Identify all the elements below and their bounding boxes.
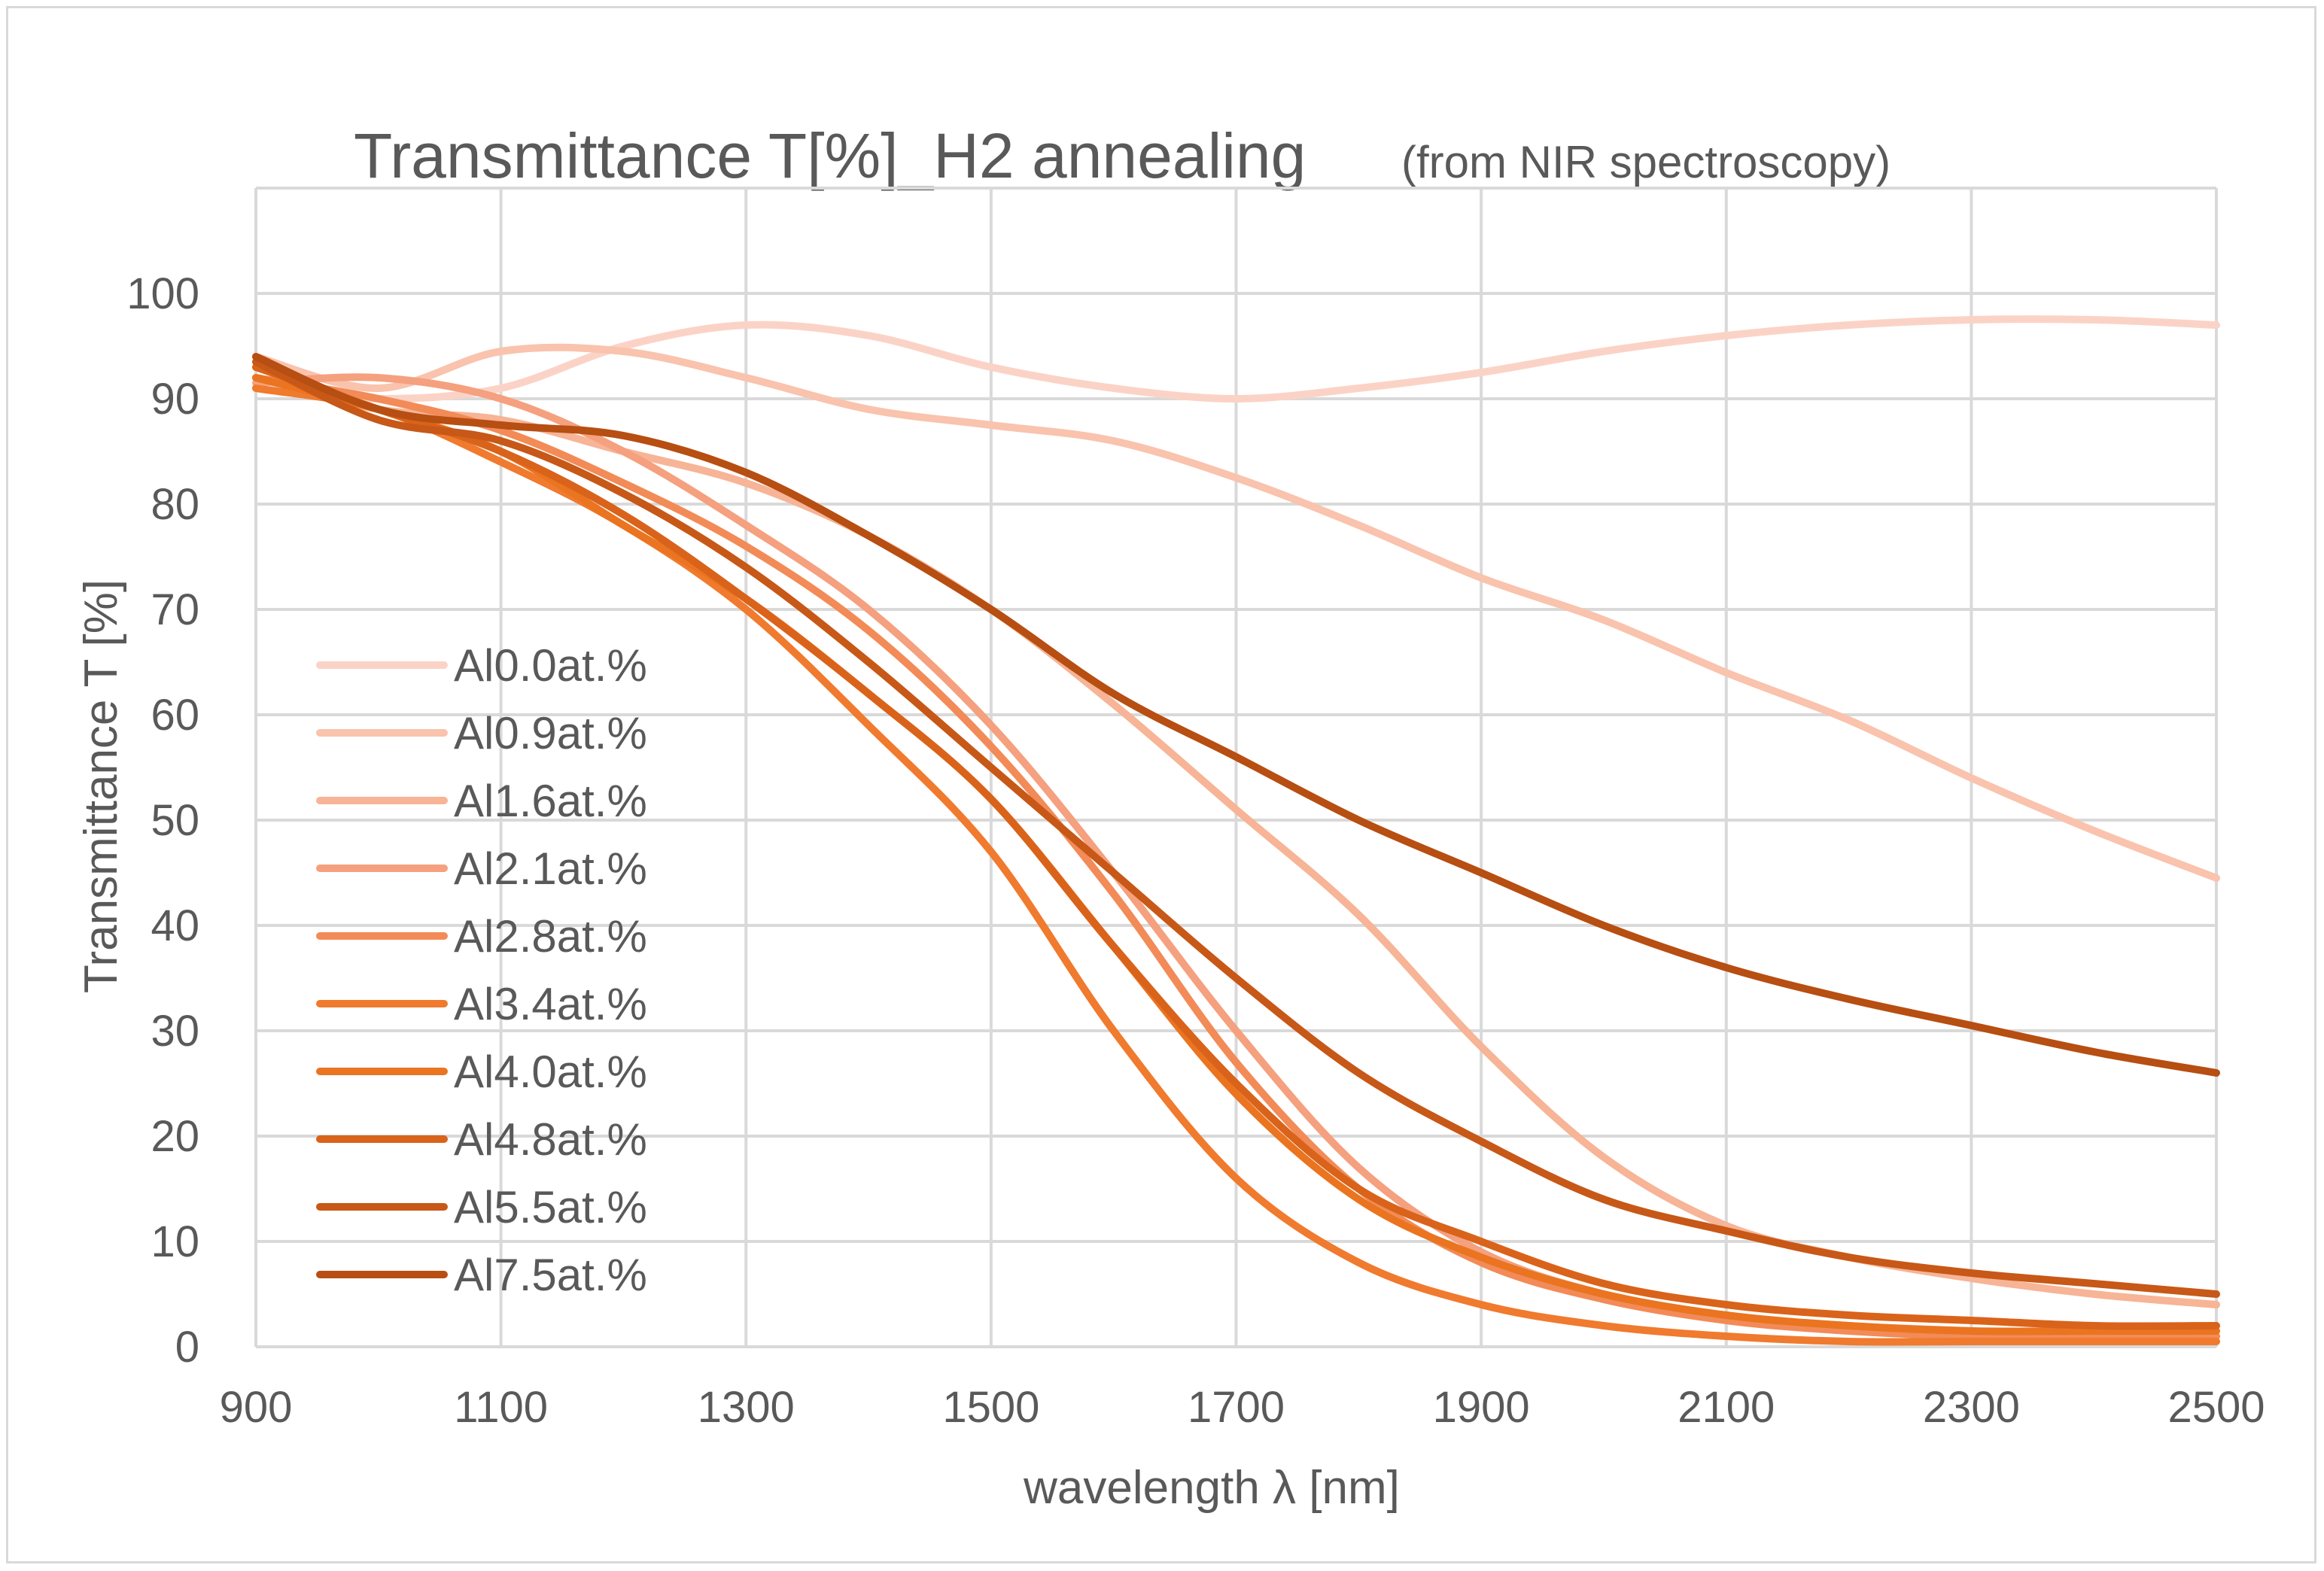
y-axis-ticks: 0 10 20 30 40 50 60 70 80 90 100 <box>126 269 199 1372</box>
y-tick-label: 40 <box>151 901 199 950</box>
x-tick-label: 1700 <box>1188 1383 1285 1432</box>
series-lines <box>252 315 2220 1346</box>
y-tick-label: 30 <box>151 1007 199 1056</box>
legend-label: Al4.0at.% <box>454 1047 647 1097</box>
legend-label: Al2.8at.% <box>454 911 647 962</box>
series-line-9 <box>252 358 2220 1298</box>
y-tick-label: 10 <box>151 1217 199 1266</box>
y-tick-label: 50 <box>151 796 199 845</box>
legend-label: Al0.9at.% <box>454 708 647 758</box>
x-tick-label: 2300 <box>1923 1383 2020 1432</box>
legend-label: Al2.1at.% <box>454 843 647 894</box>
grid <box>254 187 2218 1348</box>
y-tick-label: 60 <box>151 691 199 740</box>
series-line-10 <box>252 353 2220 1077</box>
legend-label: Al1.6at.% <box>454 776 647 826</box>
x-tick-label: 2100 <box>1678 1383 1775 1432</box>
legend-label: Al0.0at.% <box>454 640 647 691</box>
series-line-8 <box>252 363 2220 1330</box>
x-tick-label: 1500 <box>942 1383 1039 1432</box>
x-tick-label: 1900 <box>1433 1383 1530 1432</box>
legend-label: Al3.4at.% <box>454 979 647 1029</box>
x-tick-label: 900 <box>220 1383 293 1432</box>
y-tick-label: 90 <box>151 375 199 424</box>
chart-subtitle: (from NIR spectroscopy) <box>1401 137 1891 187</box>
x-tick-label: 1300 <box>698 1383 795 1432</box>
series-line-2 <box>252 343 2220 882</box>
series-line-7 <box>252 374 2220 1336</box>
x-axis-title: wavelength λ [nm] <box>1023 1462 1400 1514</box>
series-line-1 <box>252 315 2220 403</box>
x-tick-label: 2500 <box>2167 1383 2265 1432</box>
x-tick-label: 1100 <box>454 1383 548 1432</box>
series-line-5 <box>252 374 2220 1341</box>
y-tick-label: 70 <box>151 585 199 634</box>
y-tick-label: 100 <box>126 269 199 318</box>
legend: Al0.0at.% Al0.9at.% Al1.6at.% Al2.1at.% Al2.… <box>316 640 647 1300</box>
y-axis-title: Transmittance T [%] <box>75 579 127 993</box>
legend-label: Al7.5at.% <box>454 1250 647 1300</box>
y-tick-label: 80 <box>151 480 199 529</box>
y-tick-label: 20 <box>151 1112 199 1161</box>
legend-label: Al4.8at.% <box>454 1114 647 1165</box>
chart-frame <box>6 6 2316 1563</box>
legend-label: Al5.5at.% <box>454 1182 647 1232</box>
x-axis-ticks: 900 1100 1300 1500 1700 1900 2100 2300 2500 <box>220 1383 2265 1432</box>
chart-title: Transmittance T[%]_H2 annealing <box>354 120 1306 191</box>
y-tick-label: 0 <box>175 1323 199 1372</box>
